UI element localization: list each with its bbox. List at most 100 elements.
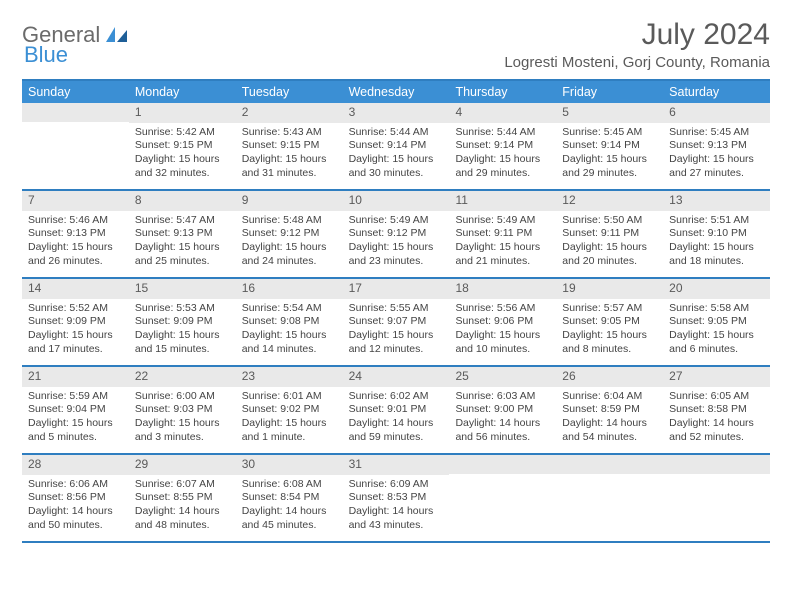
- daylight-text: Daylight: 15 hours and 24 minutes.: [242, 241, 337, 268]
- day-body: Sunrise: 5:56 AMSunset: 9:06 PMDaylight:…: [449, 299, 556, 363]
- daylight-text: Daylight: 15 hours and 8 minutes.: [562, 329, 657, 356]
- sunrise-text: Sunrise: 5:44 AM: [349, 126, 444, 140]
- sunrise-text: Sunrise: 5:50 AM: [562, 214, 657, 228]
- day-body: Sunrise: 5:44 AMSunset: 9:14 PMDaylight:…: [343, 123, 450, 187]
- sunrise-text: Sunrise: 5:55 AM: [349, 302, 444, 316]
- day-cell: 5Sunrise: 5:45 AMSunset: 9:14 PMDaylight…: [556, 103, 663, 189]
- sunset-text: Sunset: 9:10 PM: [669, 227, 764, 241]
- day-cell: 28Sunrise: 6:06 AMSunset: 8:56 PMDayligh…: [22, 455, 129, 541]
- sunrise-text: Sunrise: 5:46 AM: [28, 214, 123, 228]
- sunrise-text: Sunrise: 6:06 AM: [28, 478, 123, 492]
- day-cell: 30Sunrise: 6:08 AMSunset: 8:54 PMDayligh…: [236, 455, 343, 541]
- day-cell: 6Sunrise: 5:45 AMSunset: 9:13 PMDaylight…: [663, 103, 770, 189]
- sunset-text: Sunset: 9:14 PM: [562, 139, 657, 153]
- day-number: 24: [343, 367, 450, 387]
- logo-text-blue: Blue: [24, 42, 68, 68]
- sunset-text: Sunset: 9:02 PM: [242, 403, 337, 417]
- day-body: Sunrise: 5:46 AMSunset: 9:13 PMDaylight:…: [22, 211, 129, 275]
- day-body: Sunrise: 6:02 AMSunset: 9:01 PMDaylight:…: [343, 387, 450, 451]
- sunset-text: Sunset: 9:04 PM: [28, 403, 123, 417]
- sunset-text: Sunset: 9:06 PM: [455, 315, 550, 329]
- daylight-text: Daylight: 14 hours and 43 minutes.: [349, 505, 444, 532]
- sunset-text: Sunset: 9:11 PM: [455, 227, 550, 241]
- sunrise-text: Sunrise: 5:49 AM: [349, 214, 444, 228]
- day-cell: 26Sunrise: 6:04 AMSunset: 8:59 PMDayligh…: [556, 367, 663, 453]
- day-number: [22, 103, 129, 122]
- day-cell: 19Sunrise: 5:57 AMSunset: 9:05 PMDayligh…: [556, 279, 663, 365]
- day-header-sun: Sunday: [22, 81, 129, 103]
- day-number: 10: [343, 191, 450, 211]
- day-body: Sunrise: 5:54 AMSunset: 9:08 PMDaylight:…: [236, 299, 343, 363]
- sunrise-text: Sunrise: 6:01 AM: [242, 390, 337, 404]
- daylight-text: Daylight: 15 hours and 1 minute.: [242, 417, 337, 444]
- day-number: 16: [236, 279, 343, 299]
- day-body: Sunrise: 6:09 AMSunset: 8:53 PMDaylight:…: [343, 475, 450, 539]
- daylight-text: Daylight: 15 hours and 15 minutes.: [135, 329, 230, 356]
- daylight-text: Daylight: 15 hours and 20 minutes.: [562, 241, 657, 268]
- day-body: Sunrise: 5:58 AMSunset: 9:05 PMDaylight:…: [663, 299, 770, 363]
- day-body: Sunrise: 5:53 AMSunset: 9:09 PMDaylight:…: [129, 299, 236, 363]
- month-title: July 2024: [504, 18, 770, 52]
- day-cell: 10Sunrise: 5:49 AMSunset: 9:12 PMDayligh…: [343, 191, 450, 277]
- week-row: 14Sunrise: 5:52 AMSunset: 9:09 PMDayligh…: [22, 279, 770, 367]
- sunset-text: Sunset: 8:56 PM: [28, 491, 123, 505]
- sunset-text: Sunset: 9:12 PM: [349, 227, 444, 241]
- day-body: Sunrise: 5:48 AMSunset: 9:12 PMDaylight:…: [236, 211, 343, 275]
- day-number: 22: [129, 367, 236, 387]
- sunset-text: Sunset: 9:14 PM: [455, 139, 550, 153]
- sunrise-text: Sunrise: 5:51 AM: [669, 214, 764, 228]
- day-cell: 4Sunrise: 5:44 AMSunset: 9:14 PMDaylight…: [449, 103, 556, 189]
- sunrise-text: Sunrise: 5:57 AM: [562, 302, 657, 316]
- day-header-row: Sunday Monday Tuesday Wednesday Thursday…: [22, 81, 770, 103]
- sunset-text: Sunset: 8:58 PM: [669, 403, 764, 417]
- day-cell: 20Sunrise: 5:58 AMSunset: 9:05 PMDayligh…: [663, 279, 770, 365]
- day-number: 13: [663, 191, 770, 211]
- day-cell: 1Sunrise: 5:42 AMSunset: 9:15 PMDaylight…: [129, 103, 236, 189]
- day-cell: [556, 455, 663, 541]
- sunset-text: Sunset: 9:00 PM: [455, 403, 550, 417]
- day-cell: 31Sunrise: 6:09 AMSunset: 8:53 PMDayligh…: [343, 455, 450, 541]
- day-cell: [663, 455, 770, 541]
- sunrise-text: Sunrise: 5:43 AM: [242, 126, 337, 140]
- day-body: Sunrise: 5:57 AMSunset: 9:05 PMDaylight:…: [556, 299, 663, 363]
- day-body: Sunrise: 6:04 AMSunset: 8:59 PMDaylight:…: [556, 387, 663, 451]
- week-row: 28Sunrise: 6:06 AMSunset: 8:56 PMDayligh…: [22, 455, 770, 543]
- sunrise-text: Sunrise: 6:07 AM: [135, 478, 230, 492]
- daylight-text: Daylight: 14 hours and 45 minutes.: [242, 505, 337, 532]
- day-number: 7: [22, 191, 129, 211]
- day-number: 14: [22, 279, 129, 299]
- day-cell: 2Sunrise: 5:43 AMSunset: 9:15 PMDaylight…: [236, 103, 343, 189]
- day-body: Sunrise: 5:55 AMSunset: 9:07 PMDaylight:…: [343, 299, 450, 363]
- day-body: Sunrise: 5:45 AMSunset: 9:14 PMDaylight:…: [556, 123, 663, 187]
- sunrise-text: Sunrise: 5:44 AM: [455, 126, 550, 140]
- day-number: 23: [236, 367, 343, 387]
- daylight-text: Daylight: 14 hours and 52 minutes.: [669, 417, 764, 444]
- sunset-text: Sunset: 9:14 PM: [349, 139, 444, 153]
- day-header-thu: Thursday: [449, 81, 556, 103]
- sunrise-text: Sunrise: 5:59 AM: [28, 390, 123, 404]
- daylight-text: Daylight: 14 hours and 48 minutes.: [135, 505, 230, 532]
- sunrise-text: Sunrise: 5:54 AM: [242, 302, 337, 316]
- sunset-text: Sunset: 9:13 PM: [28, 227, 123, 241]
- day-cell: 21Sunrise: 5:59 AMSunset: 9:04 PMDayligh…: [22, 367, 129, 453]
- daylight-text: Daylight: 15 hours and 12 minutes.: [349, 329, 444, 356]
- location: Logresti Mosteni, Gorj County, Romania: [504, 54, 770, 71]
- daylight-text: Daylight: 15 hours and 17 minutes.: [28, 329, 123, 356]
- sunrise-text: Sunrise: 6:08 AM: [242, 478, 337, 492]
- sunset-text: Sunset: 8:59 PM: [562, 403, 657, 417]
- day-cell: 27Sunrise: 6:05 AMSunset: 8:58 PMDayligh…: [663, 367, 770, 453]
- sunset-text: Sunset: 9:11 PM: [562, 227, 657, 241]
- title-block: July 2024 Logresti Mosteni, Gorj County,…: [504, 18, 770, 71]
- daylight-text: Daylight: 15 hours and 26 minutes.: [28, 241, 123, 268]
- day-number: 2: [236, 103, 343, 123]
- sunset-text: Sunset: 9:08 PM: [242, 315, 337, 329]
- daylight-text: Daylight: 15 hours and 32 minutes.: [135, 153, 230, 180]
- day-number: [449, 455, 556, 474]
- day-number: 18: [449, 279, 556, 299]
- day-cell: [22, 103, 129, 189]
- daylight-text: Daylight: 15 hours and 6 minutes.: [669, 329, 764, 356]
- daylight-text: Daylight: 15 hours and 5 minutes.: [28, 417, 123, 444]
- sunset-text: Sunset: 9:15 PM: [135, 139, 230, 153]
- sunrise-text: Sunrise: 5:48 AM: [242, 214, 337, 228]
- sunset-text: Sunset: 8:53 PM: [349, 491, 444, 505]
